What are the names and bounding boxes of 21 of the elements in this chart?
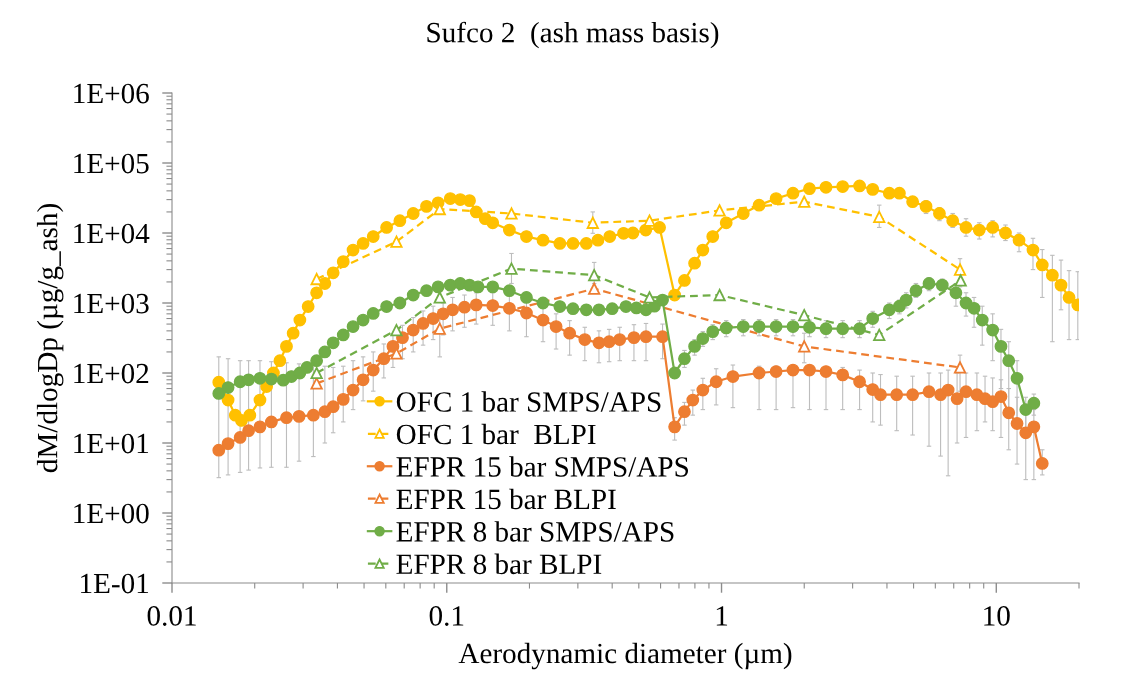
x-tick-label: 0.01 xyxy=(147,606,196,626)
x-tick-label: 10 xyxy=(984,606,1010,626)
chart-title: Sufco 2 (ash mass basis) xyxy=(427,21,719,49)
y-tick-label: 1E-01 xyxy=(81,573,149,594)
y-tick-label: 1E+03 xyxy=(74,293,149,314)
y-tick-label: 1E+01 xyxy=(74,433,149,454)
x-axis-title: Aerodynamic diameter (µm) xyxy=(458,642,792,670)
x-tick-label: 1 xyxy=(716,606,728,626)
y-axis-title: dM/dlogDp (µg/g_ash) xyxy=(36,204,64,473)
y-tick-label: 1E+05 xyxy=(74,153,149,174)
legend-label: OFC 1 bar SMPS/APS xyxy=(396,391,661,412)
y-tick-label: 1E+02 xyxy=(74,363,149,384)
y-tick-label: 1E+04 xyxy=(74,223,150,244)
legend-label: OFC 1 bar BLPI xyxy=(396,423,596,445)
y-tick-label: 1E+00 xyxy=(74,503,149,524)
y-tick-label: 1E+06 xyxy=(74,83,149,104)
legend-label: EFPR 15 bar BLPI xyxy=(396,488,616,510)
x-tick-label: 0.1 xyxy=(429,606,464,626)
legend-label: EFPR 8 bar BLPI xyxy=(396,553,602,575)
legend-label: EFPR 15 bar SMPS/APS xyxy=(396,456,689,477)
legend-label: EFPR 8 bar SMPS/APS xyxy=(396,521,674,542)
